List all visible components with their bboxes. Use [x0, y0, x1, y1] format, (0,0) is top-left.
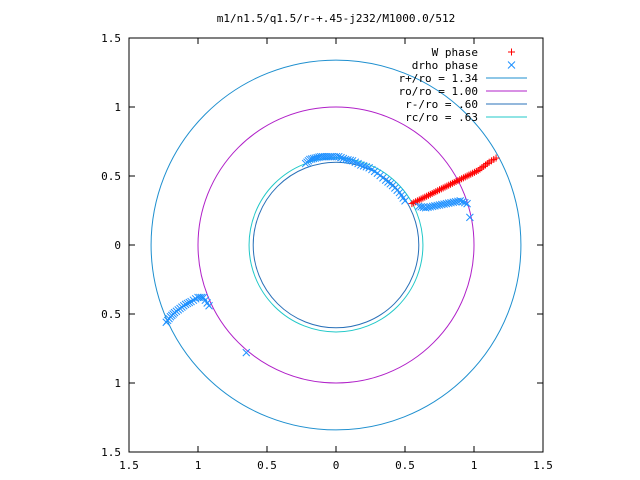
- drho-phase-point: [449, 198, 458, 207]
- drho-phase-point: [181, 300, 190, 309]
- drho-phase-point: [341, 155, 350, 164]
- legend-marker: [507, 61, 516, 69]
- drho-phase-point: [344, 156, 352, 164]
- x-tick-label: 0.5: [395, 459, 415, 472]
- drho-phase-point: [187, 297, 195, 306]
- drho-phase-point: [414, 202, 423, 211]
- curves-layer: [150, 59, 522, 431]
- drho-phase-point: [463, 199, 471, 208]
- series-circle-0-63: [248, 157, 424, 333]
- drho-phase-point: [447, 198, 455, 207]
- legend-label: r-/ro = .60: [405, 98, 478, 111]
- y-tick-label: 1: [114, 377, 121, 390]
- legend-entry: r+/ro = 1.34: [399, 72, 527, 85]
- series-circle-0-6: [252, 161, 420, 329]
- w-phase-point: [492, 154, 500, 162]
- drho-phase-point: [318, 152, 327, 161]
- y-tick-label: 1.5: [101, 446, 121, 459]
- drho-phase-point: [426, 202, 435, 211]
- drho-phase-point: [346, 156, 355, 165]
- drho-phase-point: [195, 293, 204, 302]
- drho-phase-point: [205, 301, 213, 310]
- x-tick-label: 1: [471, 459, 478, 472]
- y-tick-label: 1: [114, 101, 121, 114]
- legend-entry: ro/ro = 1.00: [399, 85, 527, 98]
- series-circle-1-34: [150, 59, 522, 431]
- legend-entry: rc/ro = .63: [405, 111, 527, 124]
- y-tick-label: 0.5: [101, 308, 121, 321]
- drho-phase-point: [433, 201, 442, 210]
- drho-phase-point: [332, 152, 341, 161]
- drho-phase-point: [183, 299, 192, 308]
- drho-phase-point: [320, 152, 329, 161]
- axes-layer: 1.5 1 0.5 0 0.5 1 1.51.510.500.511.5: [101, 32, 553, 472]
- drho-phase-point: [424, 203, 432, 212]
- y-tick-label: 0.5: [101, 170, 121, 183]
- drho-phase-point: [334, 152, 343, 161]
- drho-phase-point: [421, 203, 430, 212]
- drho-phase-point: [437, 200, 446, 209]
- legend-label: rc/ro = .63: [405, 111, 478, 124]
- drho-phase-point: [242, 348, 251, 357]
- drho-phase-point: [337, 153, 345, 162]
- legend-entry: r-/ro = .60: [405, 98, 527, 111]
- legend-label: W phase: [432, 46, 478, 59]
- drho-phase-point: [362, 162, 371, 171]
- drho-phase-point: [191, 294, 200, 303]
- drho-phase-point: [189, 296, 198, 305]
- points-layer: [162, 152, 500, 357]
- drho-phase-point: [444, 199, 453, 207]
- drho-phase-point: [316, 152, 325, 161]
- drho-phase-point: [451, 197, 460, 206]
- legend-label: r+/ro = 1.34: [399, 72, 479, 85]
- legend-entry: drho phase: [412, 59, 516, 72]
- y-tick-label: 1.5: [101, 32, 121, 45]
- drho-phase-point: [431, 202, 439, 210]
- x-tick-label: 1.5: [119, 459, 139, 472]
- drho-phase-point: [356, 161, 365, 169]
- x-tick-label: 0.5: [257, 459, 277, 472]
- drho-phase-point: [185, 298, 194, 307]
- drho-phase-point: [458, 197, 467, 206]
- x-tick-label: 0: [333, 459, 340, 472]
- legend-marker: [508, 48, 515, 56]
- drho-phase-point: [442, 199, 451, 208]
- drho-phase-point: [401, 196, 409, 205]
- drho-phase-point: [324, 152, 333, 161]
- drho-phase-point: [359, 162, 368, 170]
- legend-label: drho phase: [412, 59, 478, 72]
- drho-phase-point: [456, 196, 465, 205]
- y-tick-label: 0: [114, 239, 121, 252]
- legend-entry: W phase: [432, 46, 515, 59]
- drho-phase-point: [339, 154, 348, 163]
- drho-phase-point: [417, 202, 425, 211]
- drho-phase-point: [440, 200, 448, 208]
- x-tick-label: 1.5: [533, 459, 553, 472]
- drho-phase-point: [194, 293, 202, 302]
- legend-label: ro/ro = 1.00: [399, 85, 478, 98]
- drho-phase-point: [428, 202, 437, 211]
- x-tick-label: 1: [195, 459, 202, 472]
- drho-phase-point: [322, 152, 331, 161]
- series-circle-1: [197, 106, 475, 384]
- drho-phase-point: [460, 198, 469, 207]
- drho-phase-point: [466, 213, 474, 222]
- chart-title: m1/n1.5/q1.5/r-+.45-j232/M1000.0/512: [217, 12, 455, 25]
- plot-frame: [128, 37, 544, 453]
- drho-phase-point: [435, 201, 444, 209]
